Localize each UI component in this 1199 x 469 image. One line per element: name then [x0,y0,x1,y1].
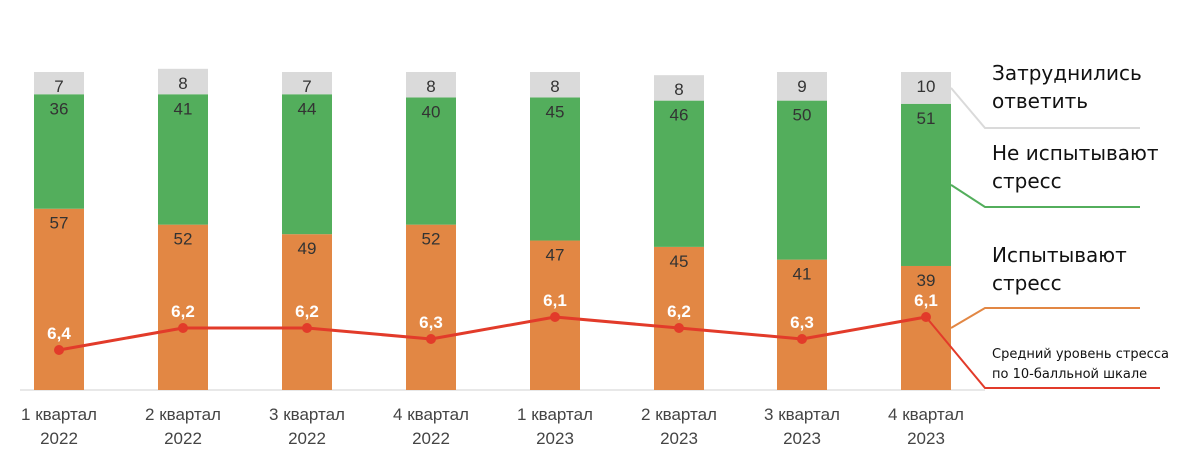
avg-stress-label: 6,4 [47,324,71,343]
avg-stress-point [54,345,64,355]
legend-leader-no-answer [950,87,1140,129]
avg-stress-label: 6,1 [543,291,567,310]
bar-value-label: 8 [426,77,435,96]
x-tick-label: 1 квартал [517,405,593,424]
bar-value-label: 45 [546,102,565,121]
bar-value-label: 41 [793,265,812,284]
bar-segment-stressed [34,208,84,390]
bar-value-label: 51 [917,109,936,128]
bar-segment-not-stressed [282,94,332,235]
bar-value-label: 41 [174,99,193,118]
x-tick-label: 4 квартал [888,405,964,424]
avg-line-layer: 6,4 6,2 6,2 6,3 6,1 6,2 6,3 6,1 [47,291,938,355]
bar-segment-not-stressed [530,97,580,241]
bar-segment-stressed [777,259,827,390]
x-tick-label: 2022 [40,429,78,448]
x-tick-label: 1 квартал [21,405,97,424]
bar-segment-no-answer [777,72,827,101]
avg-stress-label: 6,2 [171,302,195,321]
bar-value-label: 7 [54,77,63,96]
x-axis: 1 квартал 2022 2 квартал 2022 3 квартал 2022 4… [21,405,964,448]
x-tick-label: 2023 [907,429,945,448]
bar-segment-not-stressed [654,100,704,247]
avg-stress-point [674,323,684,333]
bar-value-label: 8 [674,80,683,99]
bar-value-label: 36 [50,99,69,118]
x-tick-label: 2022 [412,429,450,448]
bar-value-label: 50 [793,106,812,125]
legend-leader-not-stressed [950,184,1140,208]
avg-stress-point [302,323,312,333]
bar-value-label: 46 [670,106,689,125]
avg-stress-label: 6,3 [790,313,814,332]
legend-label-no-answer: Затруднились [992,61,1142,85]
bar-segment-no-answer [282,72,332,95]
bar-value-label: 57 [50,214,69,233]
bar-value-label: 52 [174,230,193,249]
bar-segment-no-answer [34,72,84,95]
x-tick-label: 2023 [536,429,574,448]
legend-label-avg-stress: Средний уровень стресса [992,347,1169,362]
legend-label-no-answer: ответить [992,89,1088,113]
bar-value-label: 49 [298,239,317,258]
x-tick-label: 2022 [164,429,202,448]
bar-value-label: 45 [670,252,689,271]
legend-label-not-stressed: Не испытывают [992,141,1159,165]
bar-segment-no-answer [530,72,580,98]
legend-leader-stressed [950,307,1140,329]
bar-segment-not-stressed [777,100,827,260]
bars-layer: 57 36 7 52 41 8 49 44 7 52 40 8 47 45 8 45 46 8 41 50 9 39 51 1… [34,68,951,390]
legend-label-stressed: Испытывают [992,243,1127,267]
bar-value-label: 40 [422,102,441,121]
x-tick-label: 4 квартал [393,405,469,424]
legend-label-not-stressed: стресс [992,169,1062,193]
avg-stress-label: 6,1 [914,291,938,310]
bar-segment-stressed [158,224,208,390]
bar-value-label: 7 [302,77,311,96]
x-tick-label: 3 квартал [764,405,840,424]
x-tick-label: 2023 [783,429,821,448]
bar-value-label: 8 [550,77,559,96]
legend: Затруднились ответить Не испытывают стресс И… [925,61,1169,389]
bar-segment-not-stressed [34,94,84,209]
x-tick-label: 2 квартал [145,405,221,424]
bar-value-label: 39 [917,271,936,290]
bar-value-label: 9 [797,77,806,96]
bar-segment-not-stressed [406,97,456,225]
bar-value-label: 52 [422,230,441,249]
avg-stress-label: 6,2 [295,302,319,321]
legend-label-stressed: стресс [992,271,1062,295]
bar-segment-not-stressed [901,103,951,266]
bar-segment-no-answer [406,72,456,98]
bar-segment-not-stressed [158,94,208,225]
avg-stress-point [797,334,807,344]
bar-segment-stressed [406,224,456,390]
x-tick-label: 2 квартал [641,405,717,424]
bar-value-label: 8 [178,74,187,93]
bar-segment-stressed [901,265,951,390]
bar-value-label: 44 [298,99,317,118]
avg-stress-label: 6,3 [419,313,443,332]
avg-stress-point [550,312,560,322]
legend-label-avg-stress: по 10-балльной шкале [992,367,1147,382]
bar-value-label: 47 [546,246,565,265]
avg-stress-point [178,323,188,333]
avg-stress-point [426,334,436,344]
x-tick-label: 3 квартал [269,405,345,424]
bar-segment-stressed [282,234,332,390]
x-tick-label: 2023 [660,429,698,448]
bar-segment-stressed [654,246,704,390]
bar-value-label: 10 [917,77,936,96]
bar-segment-no-answer [901,72,951,104]
x-tick-label: 2022 [288,429,326,448]
bar-segment-no-answer [654,75,704,101]
avg-stress-line [58,315,927,352]
legend-leader-avg-stress [925,316,1160,389]
bar-segment-no-answer [158,68,208,95]
avg-stress-label: 6,2 [667,302,691,321]
